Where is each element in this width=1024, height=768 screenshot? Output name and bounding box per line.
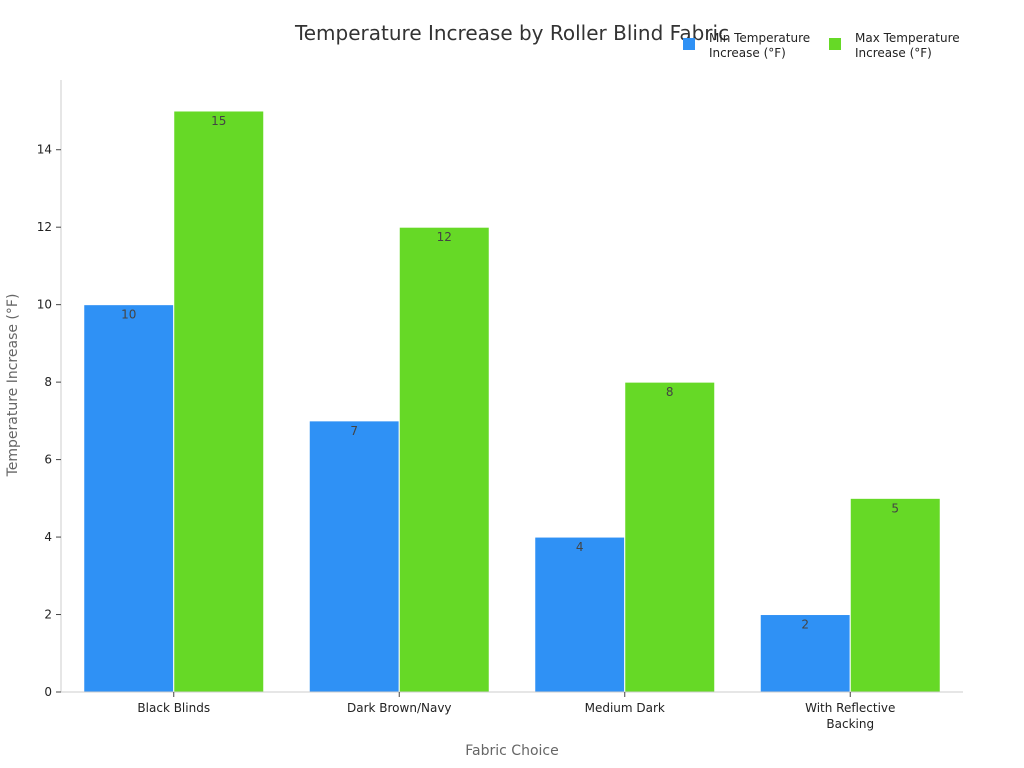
bar-value-label: 15 — [211, 114, 226, 128]
bar-value-label: 5 — [891, 501, 899, 515]
bar-labels-group: 10 15 7 12 4 8 2 5 — [121, 114, 899, 632]
bar-value-label: 12 — [437, 230, 452, 244]
chart-title: Temperature Increase by Roller Blind Fab… — [294, 21, 729, 45]
legend-swatch-max — [829, 38, 841, 50]
legend-swatch-min — [683, 38, 695, 50]
x-tick-label: Backing — [826, 717, 874, 731]
bar-min — [83, 304, 175, 693]
y-tick-label: 4 — [44, 530, 52, 544]
bar-value-label: 4 — [576, 540, 584, 554]
x-ticks-group: Black Blinds Dark Brown/Navy Medium Dark Wi… — [137, 692, 895, 731]
y-tick-label: 14 — [37, 143, 52, 157]
y-tick-label: 8 — [44, 375, 52, 389]
y-tick-label: 12 — [37, 220, 52, 234]
bar-max — [624, 381, 716, 693]
bar-max — [849, 497, 941, 693]
bars-group — [83, 110, 941, 693]
x-tick-label: With Reflective — [805, 701, 895, 715]
x-tick-label: Dark Brown/Navy — [347, 701, 452, 715]
bar-value-label: 7 — [350, 424, 358, 438]
bar-min — [534, 536, 626, 693]
y-tick-label: 0 — [44, 685, 52, 699]
y-tick-label: 10 — [37, 298, 52, 312]
legend-label: Min Temperature — [709, 31, 810, 45]
bar-value-label: 2 — [801, 618, 809, 632]
bar-min — [759, 614, 851, 693]
y-tick-label: 2 — [44, 608, 52, 622]
bar-value-label: 10 — [121, 308, 136, 322]
x-axis-title: Fabric Choice — [465, 743, 558, 759]
bar-value-label: 8 — [666, 385, 674, 399]
bar-max — [173, 110, 265, 693]
x-tick-label: Medium Dark — [585, 701, 665, 715]
legend-label: Max Temperature — [855, 31, 960, 45]
x-tick-label: Black Blinds — [137, 701, 210, 715]
y-ticks-group: 0 2 4 6 8 10 12 14 — [37, 143, 61, 699]
legend-label: Increase (°F) — [709, 46, 786, 60]
legend-label: Increase (°F) — [855, 46, 932, 60]
y-tick-label: 6 — [44, 453, 52, 467]
bar-min — [308, 420, 400, 693]
y-axis-title: Temperature Increase (°F) — [5, 294, 21, 478]
bar-max — [398, 226, 490, 693]
